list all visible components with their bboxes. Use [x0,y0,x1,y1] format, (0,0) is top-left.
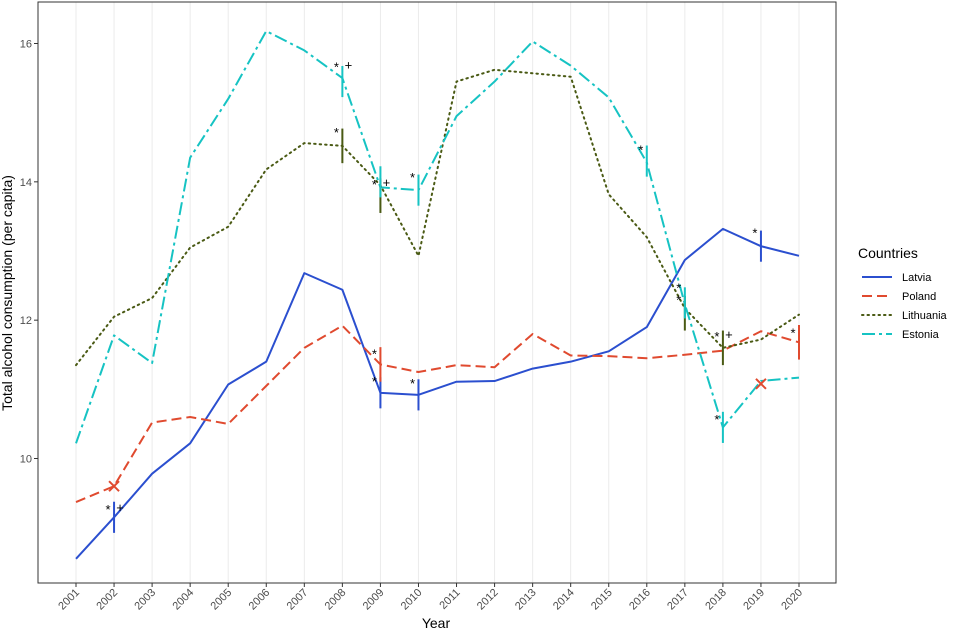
y-tick-label: 14 [20,177,32,189]
annotation-mark: * [334,125,339,140]
series-line-latvia [75,227,800,560]
marker-segments [108,65,800,533]
annotation-mark: * [714,412,719,427]
cross-marker [755,378,767,390]
annotation-mark: * [676,281,681,296]
annotation-mark: + [725,327,733,342]
series-lines [75,30,800,560]
series-line-lithuania [75,68,800,367]
y-tick-label: 12 [20,315,32,327]
plot-panel-border [37,1,837,584]
y-axis-title: Total alcohol consumption (per capita) [0,175,15,411]
series-line-poland [75,324,800,503]
cross-stroke [755,378,767,390]
annotation-mark: * [410,170,415,185]
annotation-mark: * [372,346,377,361]
annotation-mark: * [372,177,377,192]
cross-stroke [108,480,120,492]
legend-label-poland: Poland [902,291,936,303]
annotation-mark: * [410,376,415,391]
annotation-mark: * [714,329,719,344]
annotation-mark: + [383,175,391,190]
annotation-mark: * [638,142,643,157]
series-line-estonia [75,30,800,444]
annotation-mark: * [106,502,111,517]
legend: Countries Latvia Poland Lithuania Estonia [858,245,948,341]
annotation-mark: + [116,500,124,515]
annotation-mark: * [790,326,795,341]
cross-marker [108,480,120,492]
annotation-mark: + [345,57,353,72]
annotations: * +* +** +******** +*** [106,57,796,517]
annotation-mark: * [334,59,339,74]
x-axis-title: Year [422,615,451,631]
y-tick-label: 10 [20,454,32,466]
annotation-mark: * [676,292,681,307]
legend-label-lithuania: Lithuania [902,310,948,322]
legend-label-latvia: Latvia [902,272,932,284]
y-tick-label: 16 [20,39,32,51]
annotation-mark: * [372,374,377,389]
legend-title: Countries [858,245,918,261]
legend-label-estonia: Estonia [902,329,940,341]
annotation-mark: * [752,225,757,240]
